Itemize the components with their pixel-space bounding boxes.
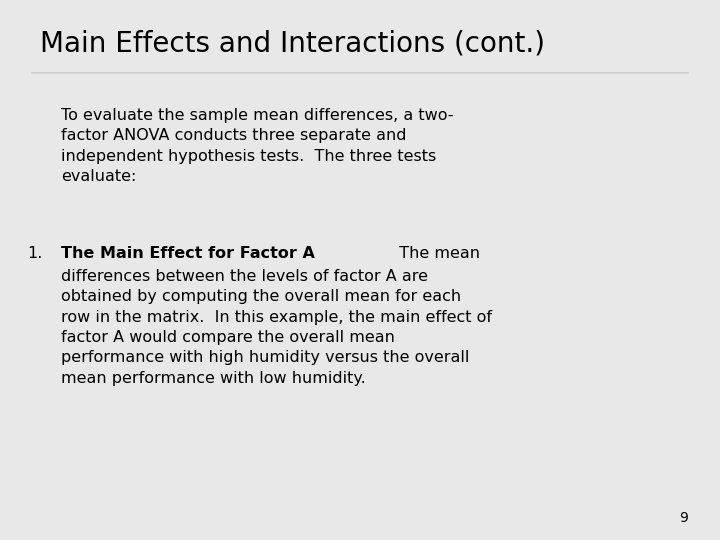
Text: The mean: The mean xyxy=(389,246,480,261)
Text: To evaluate the sample mean differences, a two-
factor ANOVA conducts three sepa: To evaluate the sample mean differences,… xyxy=(61,108,454,184)
Text: The Main Effect for Factor A: The Main Effect for Factor A xyxy=(61,246,315,261)
Text: 9: 9 xyxy=(679,511,688,525)
Text: Main Effects and Interactions (cont.): Main Effects and Interactions (cont.) xyxy=(40,30,544,58)
Text: differences between the levels of factor A are
obtained by computing the overall: differences between the levels of factor… xyxy=(61,269,492,386)
Text: 1.: 1. xyxy=(27,246,42,261)
